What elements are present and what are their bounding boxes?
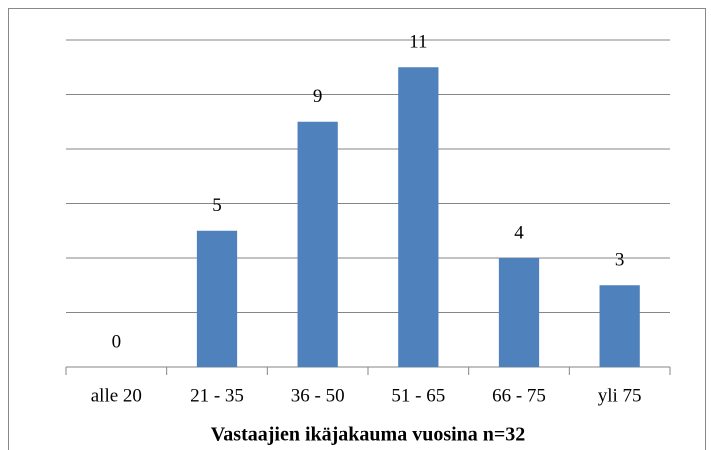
x-tick-label: 51 - 65	[391, 385, 445, 406]
data-label: 11	[409, 32, 427, 53]
data-label: 3	[615, 250, 625, 271]
x-tick-label: 21 - 35	[190, 385, 244, 406]
x-tick-label: 36 - 50	[291, 385, 345, 406]
data-label: 5	[212, 195, 222, 216]
chart-border	[8, 8, 706, 450]
bar	[297, 121, 338, 367]
data-label: 9	[313, 86, 323, 107]
bar	[498, 258, 540, 367]
data-label: 0	[112, 331, 122, 352]
x-tick-label: 66 - 75	[492, 385, 546, 406]
bar	[599, 285, 640, 367]
bar	[398, 67, 439, 367]
bar	[196, 230, 238, 367]
x-tick-label: alle 20	[91, 385, 142, 406]
x-axis-label: Vastaajien ikäjakauma vuosina n=32	[211, 424, 526, 446]
x-tick-label: yli 75	[598, 385, 642, 406]
data-label: 4	[514, 222, 524, 243]
